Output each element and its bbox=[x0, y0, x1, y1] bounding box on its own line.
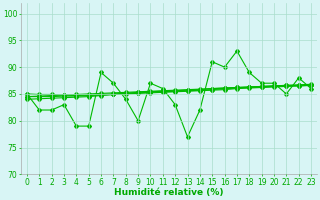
X-axis label: Humidité relative (%): Humidité relative (%) bbox=[114, 188, 224, 197]
